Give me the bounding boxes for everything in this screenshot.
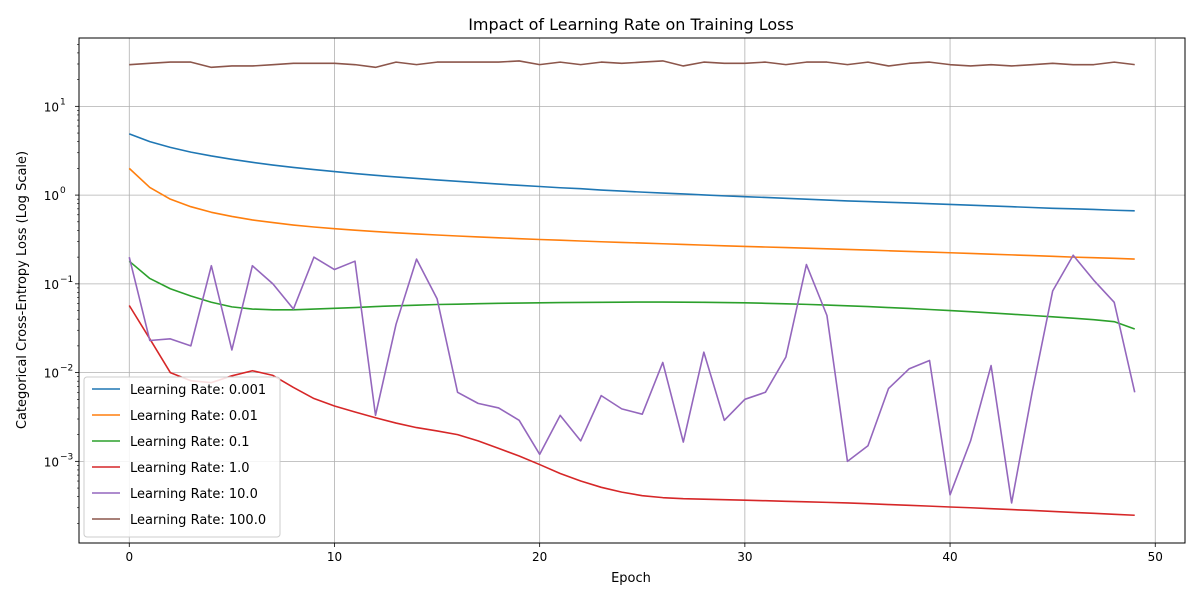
- y-tick-exponent: −1: [60, 275, 73, 285]
- x-tick-label: 40: [942, 550, 957, 564]
- y-tick-exponent: 0: [60, 186, 66, 196]
- x-tick-label: 50: [1148, 550, 1163, 564]
- x-tick-label: 20: [532, 550, 547, 564]
- chart-title: Impact of Learning Rate on Training Loss: [468, 15, 794, 34]
- y-tick-exponent: 1: [60, 97, 66, 107]
- y-tick-exponent: −3: [60, 452, 73, 462]
- series-line: [128, 254, 1136, 504]
- y-tick-label: 10: [44, 367, 59, 381]
- series-line: [128, 305, 1135, 517]
- legend-label: Learning Rate: 0.01: [130, 409, 258, 424]
- x-tick-label: 10: [327, 550, 342, 564]
- series-line: [128, 167, 1135, 260]
- legend-label: Learning Rate: 1.0: [130, 461, 250, 476]
- legend-label: Learning Rate: 0.001: [130, 383, 266, 398]
- y-tick-label: 10: [44, 455, 59, 469]
- series-line: [128, 133, 1135, 212]
- x-tick-label: 30: [737, 550, 752, 564]
- y-tick-exponent: −2: [60, 364, 73, 374]
- legend-label: Learning Rate: 100.0: [130, 513, 266, 528]
- series-line: [128, 260, 1135, 330]
- x-tick-label: 0: [125, 550, 133, 564]
- x-axis-label: Epoch: [611, 571, 651, 586]
- y-tick-label: 10: [44, 100, 59, 114]
- plot-frame: [78, 37, 1186, 544]
- legend: Learning Rate: 0.001 Learning Rate: 0.01 L…: [83, 376, 281, 538]
- series-line: [129, 60, 1135, 69]
- legend-box: [83, 376, 281, 538]
- legend-label: Learning Rate: 10.0: [130, 487, 258, 502]
- series-layer: [128, 60, 1136, 517]
- legend-label: Learning Rate: 0.1: [130, 435, 250, 450]
- y-tick-label: 10: [44, 278, 59, 292]
- y-axis-label: Categorical Cross-Entropy Loss (Log Scal…: [15, 151, 30, 429]
- y-tick-label: 10: [44, 189, 59, 203]
